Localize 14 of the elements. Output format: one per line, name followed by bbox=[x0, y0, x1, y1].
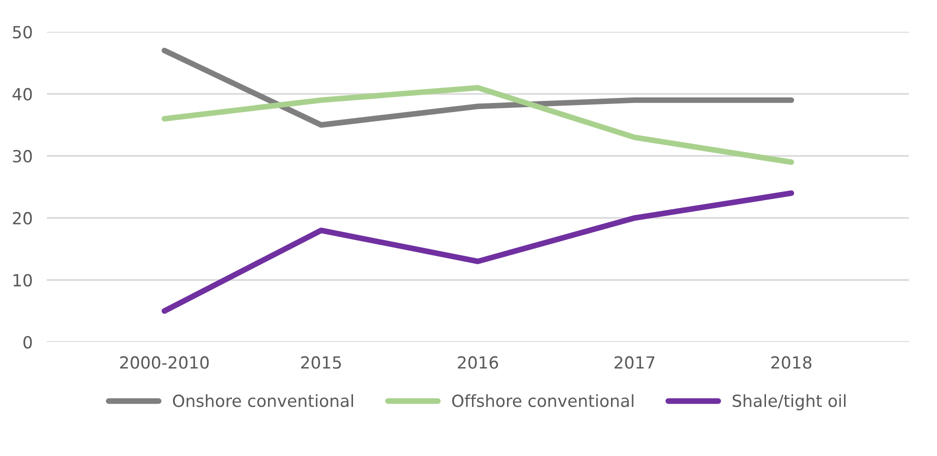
y-tick-label: 0 bbox=[23, 336, 32, 349]
legend-label: Offshore conventional bbox=[452, 394, 634, 408]
x-tick-label: 2017 bbox=[614, 356, 654, 369]
y-tick-label: 50 bbox=[13, 26, 32, 38]
legend-label: Shale/tight oil bbox=[732, 394, 846, 410]
y-tick-label: 40 bbox=[12, 88, 32, 101]
x-tick-label: 2016 bbox=[458, 356, 498, 369]
y-tick-label: 10 bbox=[14, 274, 32, 287]
x-tick-label: 2000-2010 bbox=[120, 356, 209, 369]
y-tick-label: 30 bbox=[13, 150, 32, 163]
x-tick-label: 2015 bbox=[301, 356, 341, 369]
x-tick-label: 2018 bbox=[771, 356, 812, 369]
legend-label: Onshore conventional bbox=[172, 394, 353, 408]
y-tick-label: 20 bbox=[12, 212, 32, 225]
